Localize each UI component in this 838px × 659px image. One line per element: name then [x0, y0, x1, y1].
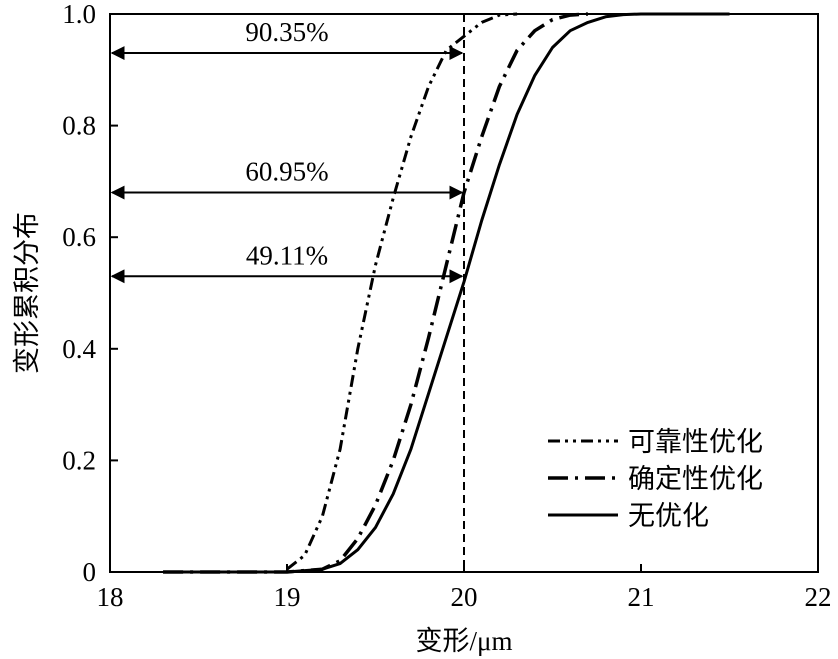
annotation-label: 90.35% [245, 17, 328, 47]
y-tick-label: 1.0 [62, 0, 96, 29]
legend-label-0: 可靠性优化 [628, 427, 763, 457]
tick-layer: 18 19 20 21 22 0 0.2 0.4 0.6 0.8 1.0 [62, 0, 831, 612]
y-tick-label: 0.8 [62, 111, 96, 141]
x-tick-label: 21 [628, 582, 655, 612]
series-line-1 [163, 12, 589, 574]
annotation-label: 60.95% [245, 157, 328, 187]
y-tick-label: 0.4 [62, 334, 96, 364]
y-tick-label: 0.6 [62, 222, 96, 252]
series-line-0 [286, 12, 518, 571]
x-tick-label: 18 [97, 582, 124, 612]
series-layer [163, 12, 730, 574]
x-axis-title: 变形/μm [416, 626, 513, 656]
annotation-layer: 90.35% 60.95% 49.11% [110, 17, 464, 284]
y-axis-title: 变形累积分布 [12, 212, 42, 374]
series-line-2 [163, 12, 730, 574]
x-tick-label: 22 [805, 582, 832, 612]
y-tick-label: 0 [83, 557, 97, 587]
legend-label-2: 无优化 [628, 501, 709, 531]
x-tick-label: 20 [451, 582, 478, 612]
annotation-label: 49.11% [246, 240, 328, 270]
x-tick-label: 19 [274, 582, 301, 612]
legend-label-1: 确定性优化 [628, 464, 763, 494]
y-tick-label: 0.2 [62, 445, 96, 475]
